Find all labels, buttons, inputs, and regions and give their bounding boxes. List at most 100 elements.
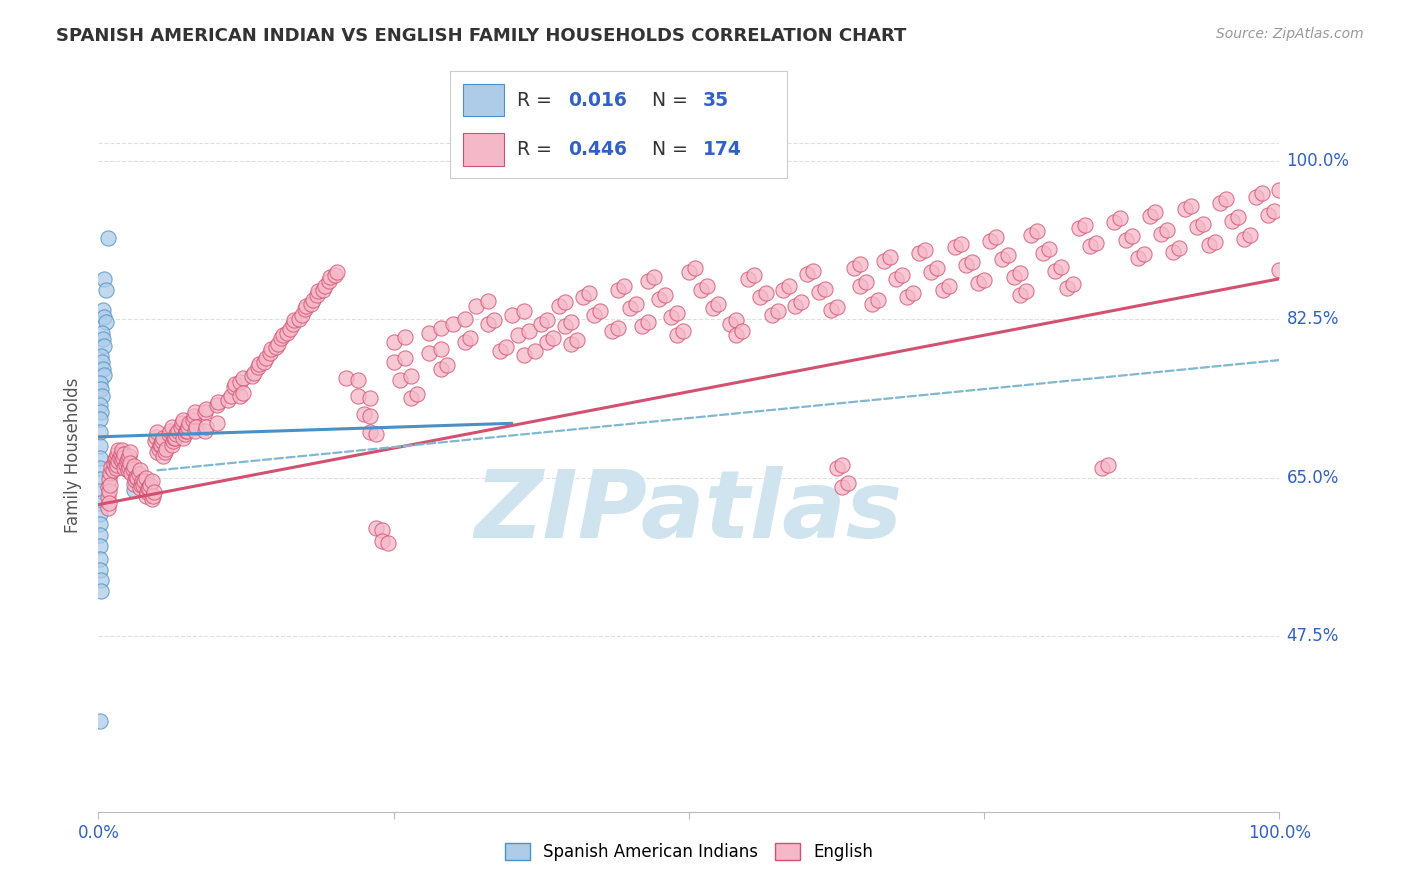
Point <box>1008 266 1031 280</box>
Point <box>143 434 166 449</box>
Point <box>725 327 748 342</box>
Point <box>229 375 252 389</box>
Point <box>97 479 120 493</box>
Point <box>89 472 111 486</box>
Point <box>174 424 197 438</box>
Point <box>1263 204 1285 219</box>
Point <box>326 264 349 278</box>
Point <box>207 394 229 409</box>
Point <box>177 420 200 434</box>
Point <box>283 317 305 331</box>
Point <box>103 457 125 471</box>
Point <box>962 254 984 268</box>
Point <box>1209 195 1232 210</box>
Point <box>194 401 217 416</box>
Point <box>1257 208 1279 222</box>
Point <box>90 574 112 588</box>
Point <box>785 299 807 313</box>
Point <box>117 463 139 477</box>
Point <box>194 405 217 419</box>
Point <box>778 279 800 293</box>
Point <box>849 279 872 293</box>
Point <box>229 389 252 403</box>
Point <box>122 458 145 473</box>
Point <box>761 308 783 322</box>
Point <box>394 351 416 366</box>
Point <box>1215 192 1237 206</box>
Point <box>896 290 918 304</box>
Point <box>501 308 523 322</box>
Point <box>141 474 163 488</box>
Point <box>755 286 778 301</box>
Point <box>938 279 960 293</box>
Point <box>89 376 111 390</box>
Point <box>1115 233 1137 247</box>
Point <box>1268 183 1291 197</box>
Point <box>91 326 114 340</box>
Point <box>254 351 277 366</box>
Point <box>512 348 534 362</box>
Point <box>176 424 198 438</box>
Point <box>132 477 155 491</box>
Point <box>117 452 139 467</box>
Point <box>305 288 328 302</box>
Point <box>186 420 208 434</box>
Point <box>1185 220 1208 235</box>
Point <box>903 286 925 301</box>
Point <box>353 407 375 421</box>
Point <box>648 292 671 306</box>
Point <box>589 304 612 318</box>
Point <box>1268 262 1291 277</box>
Point <box>388 373 411 387</box>
Point <box>105 450 128 465</box>
Point <box>382 355 405 369</box>
Point <box>122 476 145 491</box>
Point <box>128 463 150 477</box>
Point <box>364 427 387 442</box>
Point <box>1144 205 1167 219</box>
Point <box>270 331 292 345</box>
Point <box>159 424 181 438</box>
Point <box>299 297 322 311</box>
Point <box>146 445 169 459</box>
Point <box>307 285 329 299</box>
Text: 0.016: 0.016 <box>568 91 627 110</box>
Point <box>91 362 114 376</box>
Point <box>430 343 453 357</box>
Point <box>654 288 676 302</box>
Point <box>136 481 159 495</box>
Point <box>165 427 187 442</box>
Point <box>172 431 194 445</box>
Point <box>541 331 564 345</box>
FancyBboxPatch shape <box>464 84 503 116</box>
Point <box>1150 227 1173 241</box>
Point <box>150 438 173 452</box>
Point <box>264 340 287 354</box>
Point <box>290 308 312 322</box>
Point <box>115 454 138 468</box>
Point <box>94 283 117 297</box>
Point <box>807 285 830 300</box>
Point <box>814 282 837 296</box>
Point <box>707 297 730 311</box>
Point <box>884 272 907 286</box>
Point <box>371 523 394 537</box>
Text: ZIPatlas: ZIPatlas <box>475 466 903 558</box>
Point <box>89 714 111 729</box>
Point <box>737 272 759 286</box>
Point <box>860 297 883 311</box>
Point <box>801 263 824 277</box>
Point <box>637 274 659 288</box>
Point <box>624 297 647 311</box>
Point <box>93 338 115 352</box>
Text: Source: ZipAtlas.com: Source: ZipAtlas.com <box>1216 27 1364 41</box>
Point <box>89 439 111 453</box>
Point <box>401 369 423 384</box>
Point <box>120 456 142 470</box>
Point <box>1091 461 1114 475</box>
Point <box>93 272 115 286</box>
Point <box>955 258 977 272</box>
FancyBboxPatch shape <box>464 134 503 166</box>
Point <box>124 473 146 487</box>
Point <box>138 481 160 495</box>
